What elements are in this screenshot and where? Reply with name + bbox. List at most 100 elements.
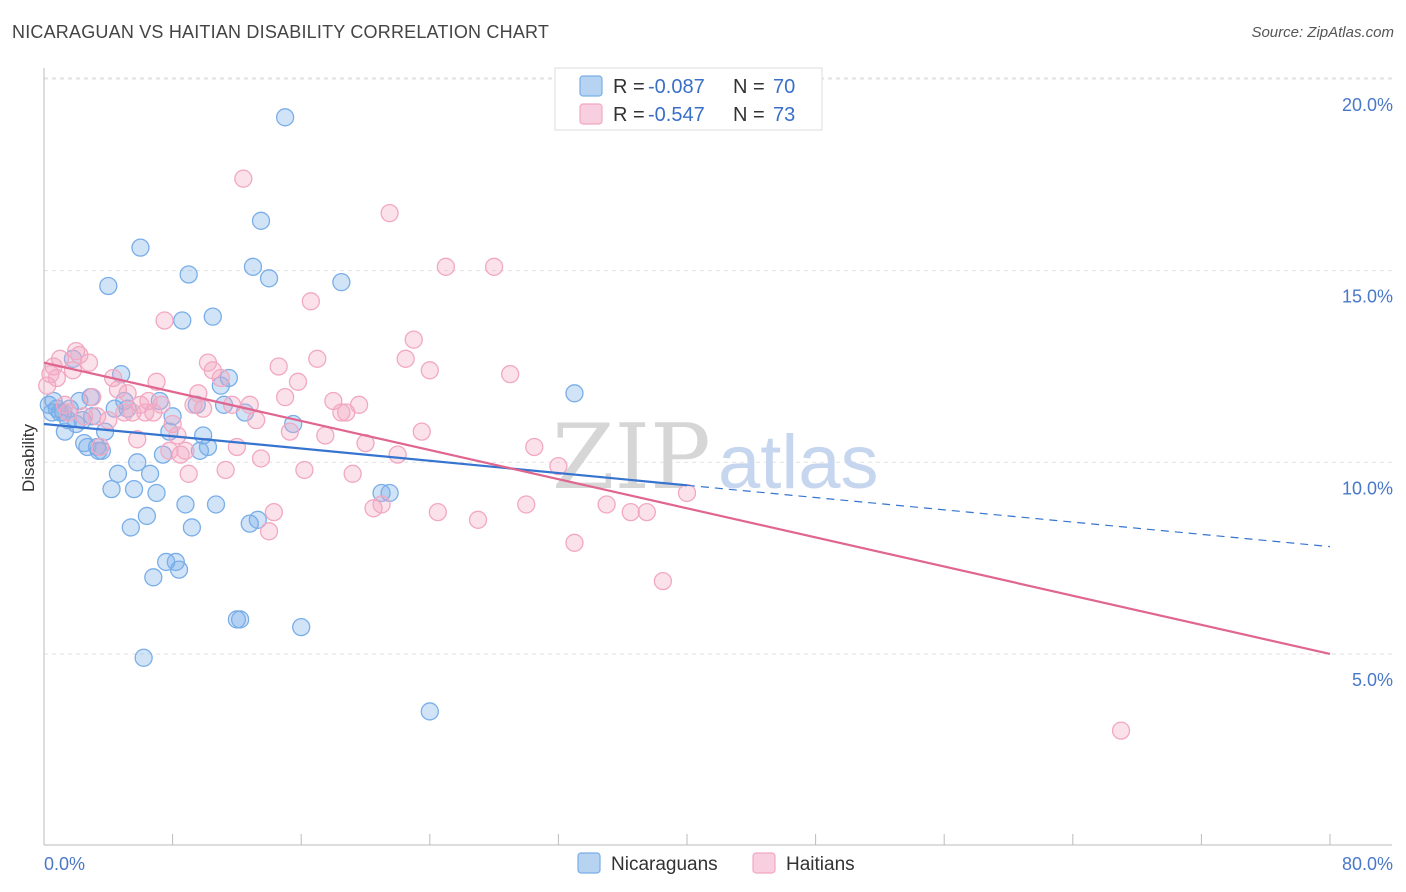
point-nicaraguan xyxy=(102,479,121,499)
point-nicaraguan xyxy=(182,518,202,537)
point-haitian xyxy=(308,349,327,368)
trend-line-haitians xyxy=(43,361,1331,656)
point-nicaraguan xyxy=(124,479,144,499)
trend-line-nicaraguans xyxy=(43,422,688,487)
legend-label-haitians: Haitians xyxy=(786,854,855,875)
legend-r-label: R = xyxy=(613,104,645,126)
point-haitian xyxy=(247,410,266,430)
point-haitian xyxy=(549,456,568,476)
point-nicaraguan xyxy=(99,276,118,296)
point-haitian xyxy=(420,361,439,380)
point-haitian xyxy=(79,353,99,372)
axes xyxy=(43,68,1392,846)
point-haitian xyxy=(176,441,195,460)
point-haitian xyxy=(87,407,107,426)
point-haitian xyxy=(108,380,128,399)
point-nicaraguan xyxy=(206,495,226,514)
point-haitian xyxy=(91,437,110,457)
point-haitian xyxy=(259,522,279,541)
legend-n-label: N = xyxy=(733,104,765,126)
y-tick-label: 10.0% xyxy=(1342,478,1393,498)
point-nicaraguan xyxy=(128,453,147,472)
point-haitian xyxy=(58,403,78,422)
chart-title: NICARAGUAN VS HAITIAN DISABILITY CORRELA… xyxy=(12,22,550,42)
point-haitian xyxy=(251,449,271,468)
point-haitian xyxy=(332,403,351,422)
point-haitian xyxy=(234,169,253,188)
point-haitian xyxy=(316,426,335,445)
trend-line-extension xyxy=(686,484,1331,548)
legend-swatch-haitians xyxy=(752,852,776,874)
x-tick-label: 80.0% xyxy=(1342,854,1393,874)
point-haitian xyxy=(75,407,94,426)
point-nicaraguan xyxy=(78,437,97,457)
point-nicaraguan xyxy=(134,648,153,667)
point-haitian xyxy=(269,357,288,376)
point-haitian xyxy=(47,368,67,388)
point-nicaraguan xyxy=(163,407,182,426)
legend-n-value: 73 xyxy=(773,104,795,126)
point-haitian xyxy=(396,349,415,368)
y-tick-label: 20.0% xyxy=(1342,95,1393,115)
point-haitian xyxy=(216,460,235,480)
watermark: ZIP atlas xyxy=(552,405,879,510)
point-nicaraguan xyxy=(198,437,218,457)
point-nicaraguan xyxy=(169,560,189,579)
legend-n-label: N = xyxy=(733,76,765,98)
point-nicaraguan xyxy=(420,702,439,721)
point-haitian xyxy=(501,364,520,384)
point-haitian xyxy=(264,502,284,522)
watermark-zip: ZIP xyxy=(552,405,711,510)
point-haitian xyxy=(275,387,295,407)
point-haitian xyxy=(70,345,89,365)
point-haitian xyxy=(468,510,488,529)
point-haitian xyxy=(38,376,57,395)
point-haitian xyxy=(484,257,504,276)
point-haitian xyxy=(160,441,179,460)
point-haitian xyxy=(428,502,447,522)
point-haitian xyxy=(653,571,673,591)
point-nicaraguan xyxy=(173,311,192,330)
bottom-legend: Nicaraguans Haitians xyxy=(577,852,855,875)
y-axis-title: Disability xyxy=(19,423,38,492)
legend-r-value: -0.547 xyxy=(648,104,705,126)
point-haitian xyxy=(380,204,399,223)
legend-n-value: 70 xyxy=(773,76,795,98)
point-nicaraguan xyxy=(251,211,271,230)
watermark-atlas: atlas xyxy=(718,420,879,505)
point-haitian xyxy=(128,430,147,449)
point-haitian xyxy=(211,368,230,388)
point-haitian xyxy=(152,395,171,414)
point-haitian xyxy=(637,502,656,522)
point-nicaraguan xyxy=(121,518,140,537)
point-haitian xyxy=(677,483,697,503)
point-haitian xyxy=(372,495,391,514)
point-haitian xyxy=(404,330,423,349)
legend-label-nicaraguans: Nicaraguans xyxy=(611,854,718,875)
point-haitian xyxy=(118,384,137,403)
legend-r-value: -0.087 xyxy=(648,76,705,98)
point-haitian xyxy=(517,495,536,514)
stats-legend: R = -0.087 N = 70 R = -0.547 N = 73 xyxy=(554,67,823,131)
point-haitian xyxy=(280,422,300,441)
point-haitian xyxy=(621,502,640,522)
x-tick-label: 0.0% xyxy=(44,854,85,874)
legend-swatch-nicaraguans xyxy=(577,852,601,874)
legend-r-label: R = xyxy=(613,76,645,98)
y-tick-label: 5.0% xyxy=(1352,670,1393,690)
point-haitian xyxy=(525,437,544,457)
point-haitian xyxy=(99,410,118,430)
point-haitian xyxy=(388,445,407,464)
point-nicaraguan xyxy=(144,568,163,587)
point-haitian xyxy=(301,292,320,311)
point-haitian xyxy=(436,257,456,276)
legend-swatch xyxy=(579,75,603,97)
grid xyxy=(44,77,1392,655)
point-haitian xyxy=(597,495,616,514)
point-nicaraguan xyxy=(137,506,157,526)
point-nicaraguan xyxy=(565,384,584,403)
point-nicaraguan xyxy=(259,269,279,288)
point-haitian xyxy=(155,311,174,330)
point-haitian xyxy=(1111,721,1131,740)
